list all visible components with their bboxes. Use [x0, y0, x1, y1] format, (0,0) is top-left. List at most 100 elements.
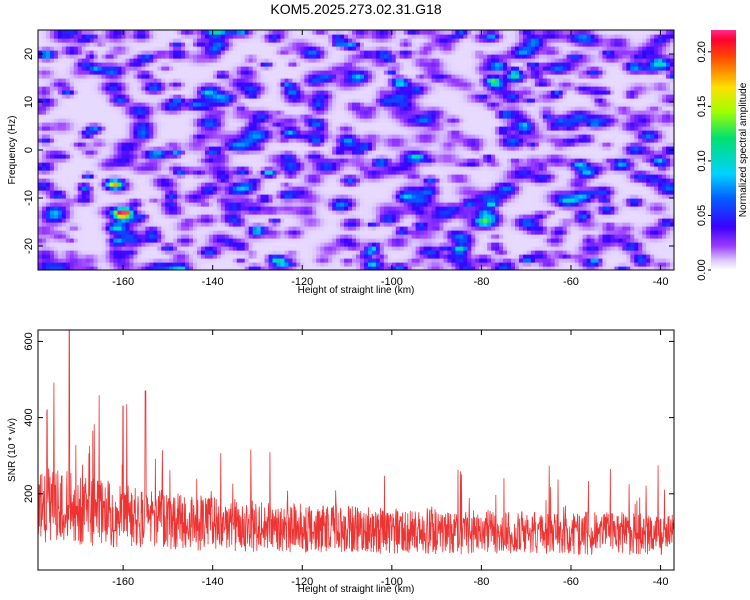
- heatmap-cell: [129, 146, 135, 151]
- heatmap-cell: [149, 154, 154, 159]
- heatmap-cell: [662, 238, 667, 243]
- heatmap-cell: [89, 174, 95, 179]
- heatmap-cell: [407, 250, 413, 255]
- heatmap-cell: [244, 198, 250, 203]
- heatmap-cell: [141, 262, 146, 267]
- heatmap-cell: [578, 226, 584, 231]
- heatmap-cell: [97, 162, 103, 167]
- heatmap-cell: [491, 158, 496, 163]
- heatmap-cell: [427, 150, 433, 155]
- heatmap-cell: [280, 194, 286, 199]
- heatmap-cell: [169, 246, 174, 251]
- heatmap-cell: [113, 258, 119, 263]
- heatmap-cell: [129, 194, 135, 199]
- heatmap-cell: [193, 202, 198, 207]
- heatmap-cell: [49, 246, 55, 251]
- heatmap-cell: [320, 254, 325, 259]
- heatmap-cell: [208, 150, 214, 155]
- heatmap-cell: [662, 186, 667, 191]
- heatmap-cell: [117, 202, 123, 207]
- heatmap-cell: [97, 166, 103, 171]
- heatmap-cell: [280, 210, 286, 215]
- heatmap-cell: [618, 230, 623, 235]
- heatmap-cell: [379, 258, 385, 263]
- heatmap-cell: [538, 234, 544, 239]
- heatmap-cell: [518, 186, 524, 191]
- heatmap-cell: [431, 250, 437, 255]
- heatmap-cell: [61, 186, 67, 191]
- heatmap-cell: [89, 222, 95, 227]
- heatmap-cell: [566, 194, 572, 199]
- heatmap-cell: [594, 214, 600, 219]
- heatmap-cell: [554, 174, 560, 179]
- heatmap-cell: [224, 214, 230, 219]
- heatmap-cell: [185, 250, 190, 255]
- heatmap-cell: [45, 246, 51, 251]
- heatmap-cell: [439, 206, 445, 211]
- heatmap-cell: [244, 222, 250, 227]
- heatmap-cell: [204, 214, 210, 219]
- heatmap-cell: [189, 150, 194, 155]
- heatmap-cell: [554, 146, 560, 151]
- heatmap-cell: [137, 170, 142, 175]
- heatmap-cell: [538, 206, 544, 211]
- heatmap-cell: [451, 246, 456, 251]
- heatmap-cell: [359, 258, 365, 263]
- heatmap-cell: [383, 178, 389, 183]
- heatmap-cell: [65, 182, 71, 187]
- heatmap-cell: [141, 226, 146, 231]
- heatmap-cell: [582, 226, 588, 231]
- heatmap-cell: [264, 174, 270, 179]
- heatmap-cell: [149, 210, 154, 215]
- heatmap-cell: [232, 246, 238, 251]
- heatmap-cell: [65, 158, 71, 163]
- heatmap-cell: [320, 258, 325, 263]
- heatmap-cell: [53, 210, 59, 215]
- heatmap-cell: [546, 210, 552, 215]
- heatmap-cell: [133, 246, 138, 251]
- heatmap-cell: [97, 158, 103, 163]
- heatmap-cell: [471, 266, 476, 270]
- heatmap-cell: [204, 230, 210, 235]
- heatmap-cell: [391, 210, 397, 215]
- heatmap-cell: [423, 154, 429, 159]
- heatmap-cell: [586, 218, 592, 223]
- heatmap-cell: [626, 266, 631, 270]
- heatmap-cell: [244, 266, 250, 270]
- heatmap-cell: [411, 234, 417, 239]
- heatmap-cell: [97, 170, 103, 175]
- heatmap-cell: [344, 206, 349, 211]
- heatmap-cell: [336, 174, 341, 179]
- heatmap-cell: [145, 238, 150, 243]
- heatmap-cell: [256, 226, 262, 231]
- heatmap-cell: [316, 266, 321, 270]
- heatmap-cell: [324, 262, 329, 267]
- heatmap-cell: [224, 146, 230, 151]
- heatmap-cell: [312, 194, 317, 199]
- heatmap-cell: [415, 218, 421, 223]
- heatmap-cell: [189, 206, 194, 211]
- heatmap-cell: [292, 162, 297, 167]
- heatmap-cell: [312, 154, 317, 159]
- heatmap-cell: [455, 178, 460, 183]
- heatmap-cell: [61, 182, 67, 187]
- heatmap-cell: [654, 262, 659, 267]
- heatmap-cell: [511, 150, 516, 155]
- heatmap-cell: [113, 214, 119, 219]
- heatmap-cell: [507, 242, 512, 247]
- heatmap-cell: [602, 246, 608, 251]
- heatmap-cell: [526, 250, 532, 255]
- heatmap-cell: [181, 242, 186, 247]
- heatmap-cell: [129, 258, 135, 263]
- heatmap-cell: [296, 206, 301, 211]
- heatmap-cell: [590, 242, 596, 247]
- heatmap-cell: [367, 162, 373, 167]
- heatmap-cell: [133, 214, 138, 219]
- heatmap-cell: [93, 226, 99, 231]
- heatmap-cell: [634, 178, 639, 183]
- heatmap-cell: [566, 198, 572, 203]
- heatmap-cell: [109, 250, 115, 255]
- heatmap-cell: [240, 230, 246, 235]
- heatmap-cell: [272, 262, 278, 267]
- heatmap-cell: [141, 186, 146, 191]
